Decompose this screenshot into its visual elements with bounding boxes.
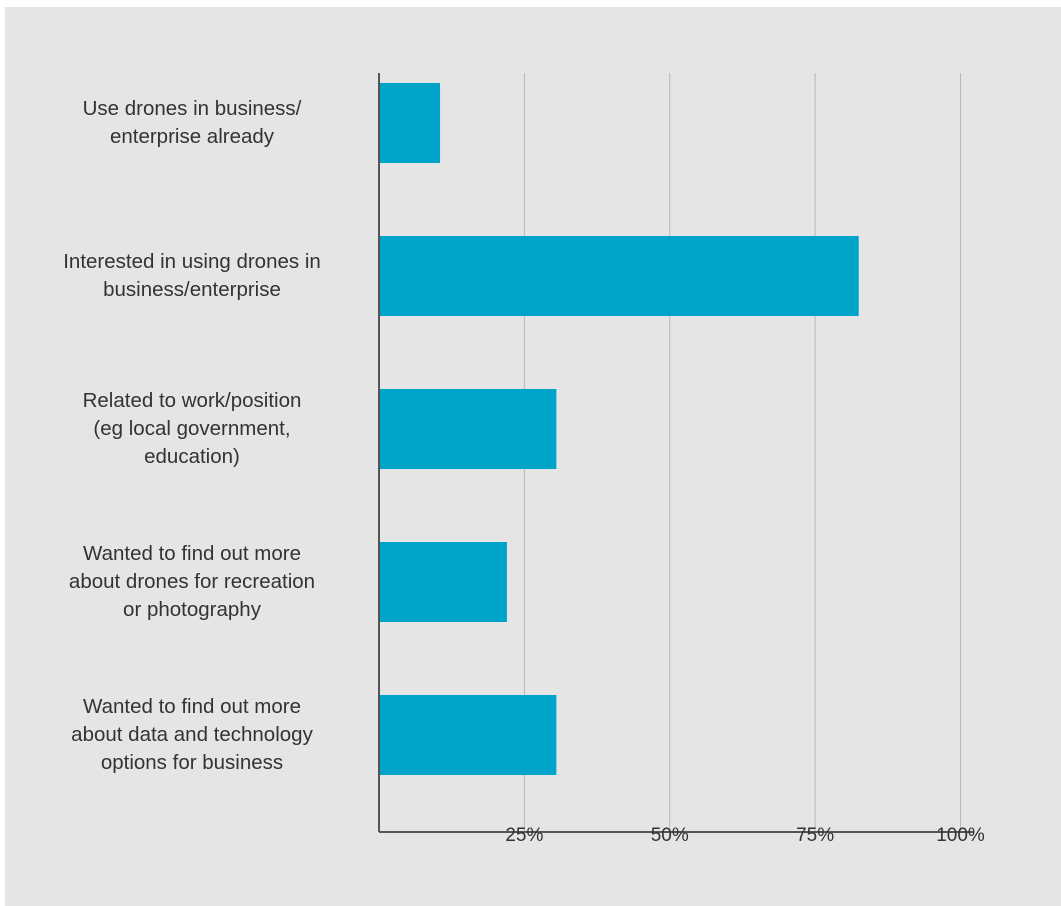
category-label-line: Interested in using drones in — [63, 250, 321, 273]
category-label-line: about drones for recreation — [68, 570, 316, 593]
category-label-5: Wanted to find out more about data and te… — [27, 693, 357, 777]
chart-panel: Use drones in business/enterprise alread… — [5, 7, 1061, 906]
category-label-line: Related to work/position — [82, 389, 302, 412]
x-tick-label-75: 75% — [796, 825, 835, 846]
category-label-line: education) — [144, 445, 240, 468]
category-label-line: enterprise already — [109, 125, 275, 148]
category-label-line: or photography — [123, 598, 261, 621]
bar-2 — [380, 236, 859, 316]
category-label-line: Wanted to find out more — [82, 542, 302, 565]
category-label-line: about data and technology — [71, 723, 313, 746]
x-tick-label-100: 100% — [936, 825, 985, 846]
x-tick-label-25: 25% — [505, 825, 544, 846]
bar-4 — [380, 542, 507, 622]
bar-5 — [380, 695, 557, 775]
x-tick-label-50: 50% — [650, 825, 689, 846]
bar-3 — [380, 389, 557, 469]
category-label-2: Interested in using drones in business/en… — [27, 248, 357, 304]
category-label-line: Wanted to find out more — [82, 695, 302, 718]
category-label-4: Wanted to find out more about drones for … — [27, 540, 357, 624]
category-label-1: Use drones in business/enterprise alread… — [27, 95, 357, 151]
category-label-line: Use drones in business/ — [82, 97, 302, 120]
category-label-line: options for business — [100, 751, 284, 774]
bar-chart — [378, 73, 974, 833]
category-label-3: Related to work/position (eg local govern… — [27, 387, 357, 471]
category-label-line: business/enterprise — [103, 278, 281, 301]
bar-1 — [380, 83, 441, 163]
category-label-line: (eg local government, — [93, 417, 291, 440]
